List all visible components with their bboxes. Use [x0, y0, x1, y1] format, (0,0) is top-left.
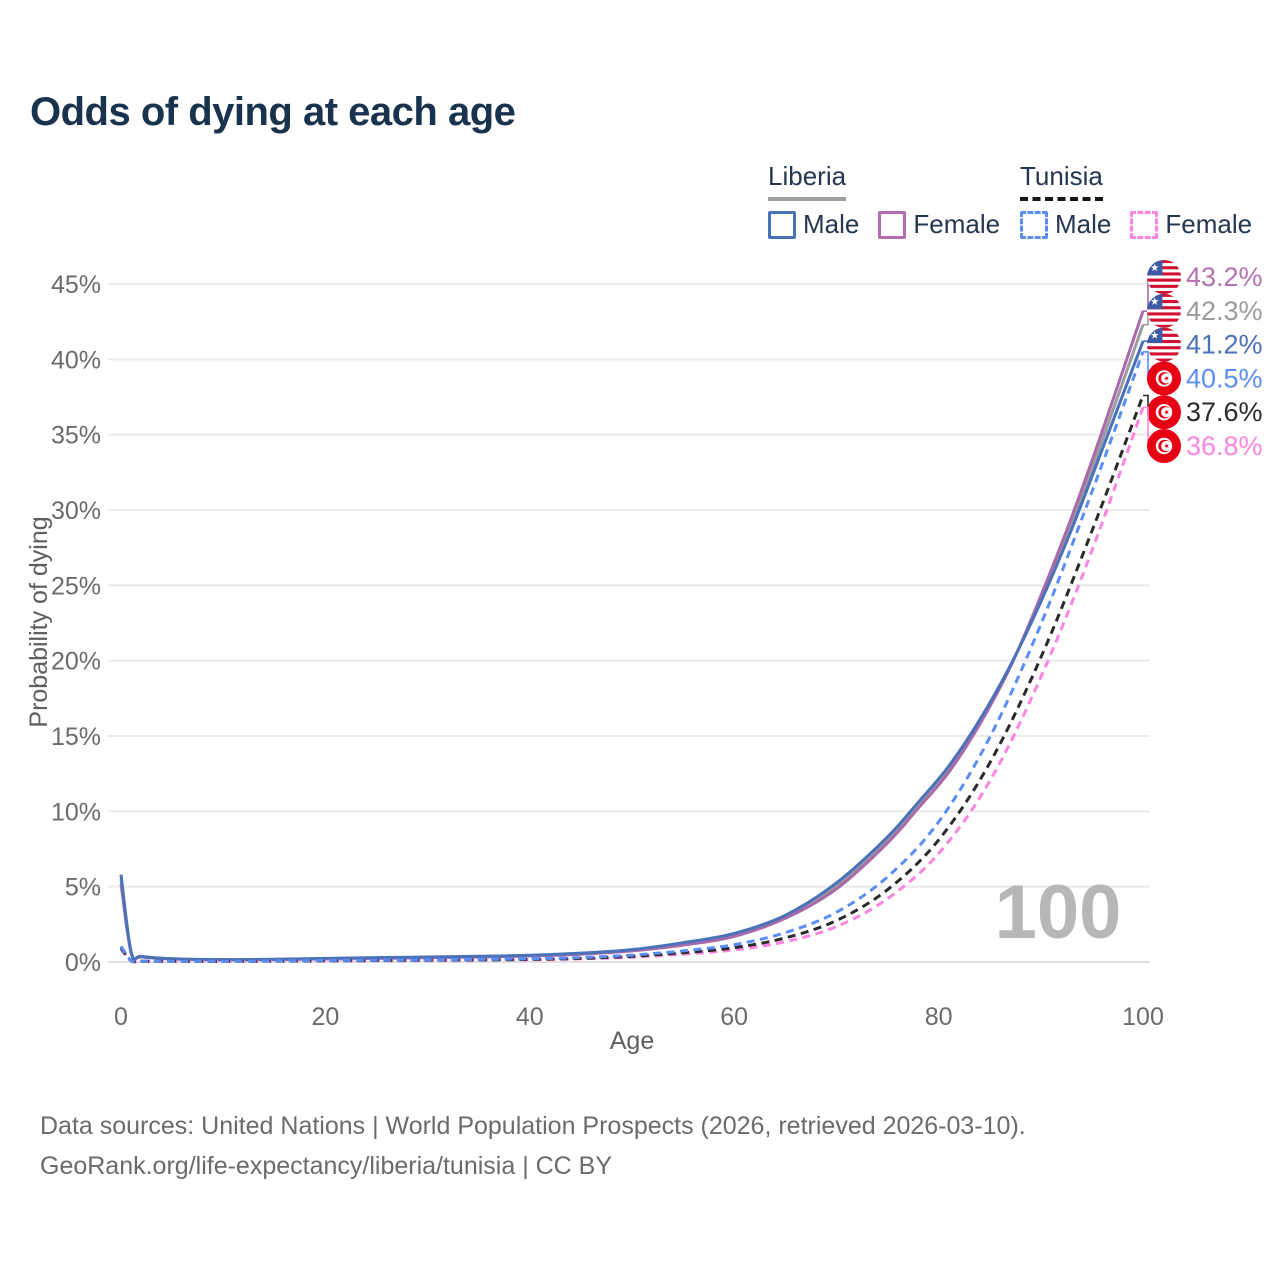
series-line-tunisia-male[interactable]: [119, 351, 1145, 964]
end-label-value-tunisia-female: 36.8%: [1186, 431, 1263, 461]
gridlines: [108, 282, 1150, 963]
series-line-liberia-male[interactable]: [119, 340, 1145, 962]
y-tick-label: 30%: [51, 497, 101, 525]
series-lines: [119, 310, 1145, 964]
x-tick-label: 20: [311, 1003, 339, 1031]
legend-country-tunisia: Tunisia: [1020, 161, 1103, 201]
liberia-flag-icon: [1147, 260, 1181, 294]
tunisia-male-swatch-icon: [1020, 210, 1048, 239]
attribution-line: GeoRank.org/life-expectancy/liberia/tuni…: [40, 1152, 613, 1180]
y-axis-tick-labels: 0% 5% 10% 15% 20% 25% 30% 35% 40% 45%: [51, 271, 101, 977]
end-label-value-liberia-male: 41.2%: [1186, 330, 1263, 360]
legend-group-tunisia: Tunisia Male Female: [1020, 161, 1252, 240]
footer: Data sources: United Nations | World Pop…: [40, 1106, 1026, 1186]
y-tick-label: 10%: [51, 798, 101, 826]
y-axis-title: Probability of dying: [25, 516, 53, 727]
legend-group-liberia: Liberia Male Female: [768, 161, 1000, 240]
legend-item-liberia-female[interactable]: Female: [878, 209, 1000, 240]
x-tick-label: 0: [114, 1003, 128, 1031]
end-label-value-tunisia-male: 40.5%: [1186, 363, 1263, 393]
x-tick-label: 60: [720, 1003, 748, 1031]
tunisia-flag-icon: [1147, 429, 1181, 463]
series-line-tunisia-both[interactable]: [119, 394, 1145, 964]
series-line-liberia-female[interactable]: [119, 310, 1145, 962]
legend-item-tunisia-female[interactable]: Female: [1130, 209, 1252, 240]
liberia-female-swatch-icon: [878, 210, 907, 239]
end-label-value-liberia-both: 42.3%: [1186, 296, 1263, 326]
y-tick-label: 25%: [51, 572, 101, 600]
legend-label: Female: [1165, 209, 1253, 239]
liberia-flag-icon: [1147, 328, 1181, 362]
liberia-male-swatch-icon: [768, 210, 796, 239]
x-axis-tick-labels: 0 20 40 60 80 100: [114, 1003, 1164, 1031]
legend-item-tunisia-male[interactable]: Male: [1020, 209, 1111, 240]
series-end-labels: 43.2% 42.3% 41.2%40.5% 37.6% 36.8%: [1143, 260, 1263, 463]
x-tick-label: 40: [516, 1003, 544, 1031]
liberia-flag-icon: [1147, 294, 1181, 328]
legend-label: Male: [1055, 209, 1112, 239]
page-title: Odds of dying at each age: [30, 90, 516, 134]
y-tick-label: 15%: [51, 723, 101, 751]
y-tick-label: 0%: [65, 949, 101, 977]
y-tick-label: 40%: [51, 346, 101, 374]
legend-item-liberia-male[interactable]: Male: [768, 209, 859, 240]
watermark-age-100: 100: [995, 870, 1122, 955]
series-line-liberia-both[interactable]: [119, 324, 1145, 962]
y-tick-label: 35%: [51, 422, 101, 450]
x-axis-title: Age: [610, 1027, 654, 1055]
y-tick-label: 5%: [65, 874, 101, 902]
legend-label: Male: [803, 209, 860, 239]
tunisia-flag-icon: [1147, 395, 1181, 429]
x-tick-label: 80: [925, 1003, 953, 1031]
x-tick-label: 100: [1122, 1003, 1164, 1031]
tunisia-flag-icon: [1147, 361, 1181, 395]
end-label-value-tunisia-both: 37.6%: [1186, 397, 1263, 427]
legend-label: Female: [913, 209, 1001, 239]
data-sources-line: Data sources: United Nations | World Pop…: [40, 1112, 1026, 1140]
tunisia-female-swatch-icon: [1130, 210, 1159, 239]
y-tick-label: 45%: [51, 271, 101, 299]
mortality-chart: 0% 5% 10% 15% 20% 25% 30% 35% 40% 45% 0 20 40 60 80 10…: [25, 0, 1263, 1055]
series-line-tunisia-female[interactable]: [119, 406, 1145, 964]
y-tick-label: 20%: [51, 648, 101, 676]
legend-country-liberia: Liberia: [768, 161, 847, 201]
end-label-value-liberia-female: 43.2%: [1186, 262, 1263, 292]
